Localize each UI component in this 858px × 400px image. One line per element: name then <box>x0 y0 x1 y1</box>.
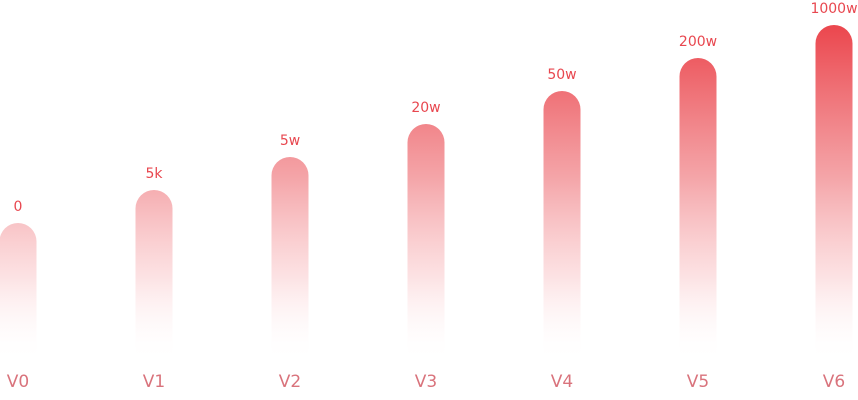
threshold-label: 1000w <box>810 1 857 17</box>
level-bar <box>679 58 717 362</box>
threshold-label: 0 <box>14 199 23 215</box>
threshold-label: 20w <box>411 100 440 116</box>
level-label: V5 <box>687 372 709 392</box>
threshold-label: 200w <box>679 34 717 50</box>
level-bar <box>271 157 309 362</box>
threshold-label: 5w <box>280 133 300 149</box>
level-label: V2 <box>279 372 301 392</box>
level-label: V3 <box>415 372 437 392</box>
level-label: V1 <box>143 372 165 392</box>
level-label: V6 <box>823 372 845 392</box>
level-bar <box>135 190 173 362</box>
level-bar <box>815 25 853 363</box>
threshold-label: 50w <box>547 67 576 83</box>
level-label: V4 <box>551 372 573 392</box>
level-bar <box>543 91 581 362</box>
threshold-label: 5k <box>145 166 163 182</box>
level-label: V0 <box>7 372 29 392</box>
level-bar <box>407 124 445 363</box>
level-bar <box>0 223 37 362</box>
